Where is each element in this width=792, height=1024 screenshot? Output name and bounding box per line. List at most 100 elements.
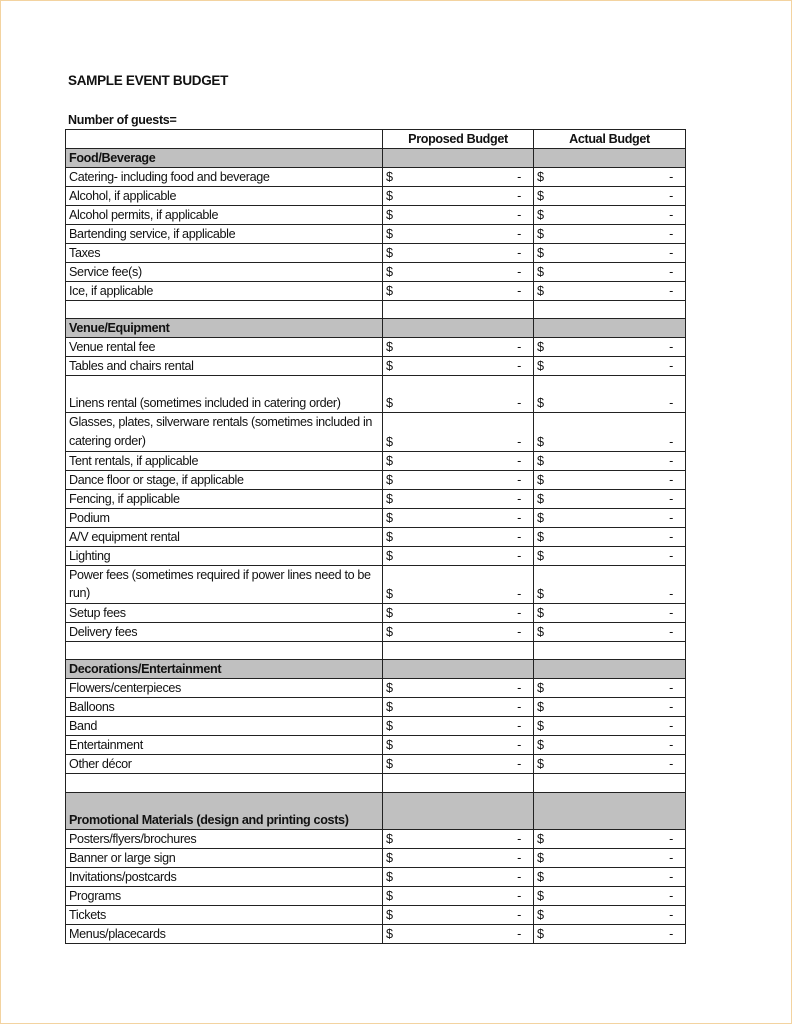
actual-amount-cell[interactable]: $ - [533,412,686,452]
proposed-amount-cell[interactable]: $ - [382,224,534,244]
proposed-amount-cell[interactable]: $ - [382,375,534,414]
actual-amount-cell[interactable]: $ - [533,450,686,471]
proposed-amount-cell[interactable]: $ - [382,754,534,775]
proposed-amount-value: - [517,396,521,411]
actual-amount-cell[interactable]: $ - [533,545,686,566]
proposed-amount-cell[interactable]: $ - [382,622,534,643]
proposed-amount-cell[interactable]: $ - [382,356,534,377]
table-row: Alcohol, if applicable $ - $ - [65,186,686,206]
actual-amount-cell[interactable]: $ - [533,754,686,775]
actual-amount-cell[interactable]: $ - [533,186,686,206]
currency-symbol: $ [386,170,393,184]
proposed-amount-cell[interactable]: $ - [382,412,534,452]
actual-amount-cell[interactable]: $ - [533,337,686,358]
actual-amount-cell[interactable]: $ - [533,622,686,643]
currency-symbol: $ [537,529,544,544]
actual-amount-cell[interactable]: $ - [533,828,686,849]
proposed-amount-cell[interactable]: $ - [382,243,534,263]
actual-amount-cell[interactable]: $ - [533,564,686,605]
item-label: Service fee(s) [65,262,383,282]
proposed-amount-cell[interactable]: $ - [382,450,534,471]
table-row: Delivery fees $ - $ - [65,622,686,643]
proposed-amount-cell[interactable]: $ - [382,205,534,225]
table-row: Banner or large sign $ - $ - [65,847,686,868]
proposed-amount-cell[interactable]: $ - [382,904,534,925]
proposed-amount-cell[interactable]: $ - [382,847,534,868]
actual-amount-cell[interactable]: $ - [533,885,686,906]
actual-amount-cell[interactable]: $ - [533,847,686,868]
actual-amount-cell[interactable]: $ - [533,678,686,699]
item-label: Linens rental (sometimes included in cat… [65,375,383,414]
actual-amount-cell[interactable]: $ - [533,735,686,756]
empty-cell [382,148,534,168]
currency-symbol: $ [537,453,544,468]
currency-symbol: $ [537,850,544,865]
proposed-amount-cell[interactable]: $ - [382,678,534,699]
actual-amount-value: - [669,548,673,563]
proposed-amount-cell[interactable]: $ - [382,885,534,906]
actual-amount-cell[interactable]: $ - [533,904,686,925]
table-row: Catering- including food and beverage $ - $… [65,167,686,187]
currency-symbol: $ [386,265,393,279]
proposed-amount-cell[interactable]: $ - [382,545,534,566]
table-row: A/V equipment rental $ - $ - [65,526,686,547]
currency-symbol: $ [386,472,393,487]
header-row: Proposed Budget Actual Budget [65,129,686,149]
proposed-amount-cell[interactable]: $ - [382,866,534,887]
actual-amount-cell[interactable]: $ - [533,716,686,737]
section-label: Promotional Materials (design and printi… [65,791,383,830]
item-label: Other décor [65,754,383,775]
item-label: Venue rental fee [65,337,383,358]
proposed-amount-value: - [517,284,521,298]
proposed-amount-cell[interactable]: $ - [382,697,534,718]
empty-cell [533,791,686,830]
actual-amount-cell[interactable]: $ - [533,526,686,547]
actual-amount-cell[interactable]: $ - [533,697,686,718]
actual-amount-cell[interactable]: $ - [533,243,686,263]
actual-amount-cell[interactable]: $ - [533,507,686,528]
currency-symbol: $ [537,831,544,846]
proposed-amount-cell[interactable]: $ - [382,186,534,206]
proposed-amount-value: - [517,850,521,865]
proposed-amount-cell[interactable]: $ - [382,469,534,490]
actual-amount-cell[interactable]: $ - [533,356,686,377]
proposed-amount-cell[interactable]: $ - [382,828,534,849]
proposed-amount-cell[interactable]: $ - [382,337,534,358]
currency-symbol: $ [386,757,393,772]
currency-symbol: $ [386,681,393,696]
actual-amount-cell[interactable]: $ - [533,281,686,301]
currency-symbol: $ [537,926,544,941]
actual-amount-value: - [669,700,673,715]
item-label: Flowers/centerpieces [65,678,383,699]
proposed-amount-value: - [517,548,521,563]
currency-symbol: $ [537,548,544,563]
proposed-amount-cell[interactable]: $ - [382,526,534,547]
actual-amount-cell[interactable]: $ - [533,469,686,490]
proposed-amount-cell[interactable]: $ - [382,507,534,528]
proposed-amount-cell[interactable]: $ - [382,716,534,737]
proposed-amount-cell[interactable]: $ - [382,735,534,756]
actual-amount-cell[interactable]: $ - [533,866,686,887]
item-label: Posters/flyers/brochures [65,828,383,849]
actual-amount-cell[interactable]: $ - [533,167,686,187]
actual-amount-cell[interactable]: $ - [533,923,686,944]
proposed-amount-cell[interactable]: $ - [382,167,534,187]
proposed-amount-value: - [517,869,521,884]
actual-amount-cell[interactable]: $ - [533,488,686,509]
proposed-amount-cell[interactable]: $ - [382,923,534,944]
proposed-amount-value: - [517,926,521,941]
currency-symbol: $ [386,227,393,241]
guests-label: Number of guests= [68,113,177,127]
item-label: Catering- including food and beverage [65,167,383,187]
actual-amount-cell[interactable]: $ - [533,262,686,282]
proposed-amount-cell[interactable]: $ - [382,603,534,624]
actual-amount-cell[interactable]: $ - [533,603,686,624]
actual-amount-cell[interactable]: $ - [533,205,686,225]
proposed-amount-cell[interactable]: $ - [382,262,534,282]
actual-amount-cell[interactable]: $ - [533,224,686,244]
proposed-amount-cell[interactable]: $ - [382,564,534,605]
actual-amount-cell[interactable]: $ - [533,375,686,414]
proposed-amount-cell[interactable]: $ - [382,488,534,509]
proposed-amount-cell[interactable]: $ - [382,281,534,301]
section-label: Food/Beverage [65,148,383,168]
